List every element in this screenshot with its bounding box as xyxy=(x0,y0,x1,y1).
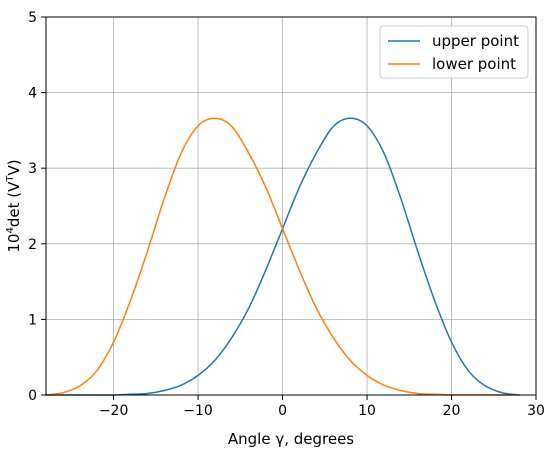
series-line-lower-point xyxy=(45,117,520,396)
legend-label: lower point xyxy=(432,55,516,73)
x-tick-label: −20 xyxy=(99,403,129,419)
y-tick-label: 3 xyxy=(28,161,37,177)
x-tick-label: 0 xyxy=(278,403,287,419)
y-tick-label: 5 xyxy=(28,10,37,26)
y-label-sup: T xyxy=(5,175,16,183)
y-tick-label: 0 xyxy=(28,388,37,404)
y-label-mid: det (V xyxy=(5,181,23,227)
y-label-exp: 4 xyxy=(5,227,16,233)
x-tick-label: −10 xyxy=(183,403,213,419)
legend-label: upper point xyxy=(432,32,519,50)
y-tick-label: 4 xyxy=(28,86,37,102)
legend: upper point lower point xyxy=(379,25,529,79)
x-ticks: −20 −10 0 10 20 30 xyxy=(99,395,545,419)
y-tick-label: 2 xyxy=(28,237,37,253)
legend-box xyxy=(379,25,529,79)
x-tick-label: 20 xyxy=(443,403,461,419)
x-tick-label: 30 xyxy=(527,403,545,419)
y-tick-label: 1 xyxy=(28,312,37,328)
y-label-base: 10 xyxy=(5,234,23,253)
y-ticks: 0 1 2 3 4 5 xyxy=(28,10,46,404)
y-axis-label: 104det (VTV) xyxy=(5,159,23,252)
x-axis-label: Angle γ, degrees xyxy=(228,430,354,448)
x-tick-label: 10 xyxy=(358,403,376,419)
y-label-end: V) xyxy=(5,159,23,175)
series-layer xyxy=(45,117,520,396)
plot-frame xyxy=(45,16,537,396)
